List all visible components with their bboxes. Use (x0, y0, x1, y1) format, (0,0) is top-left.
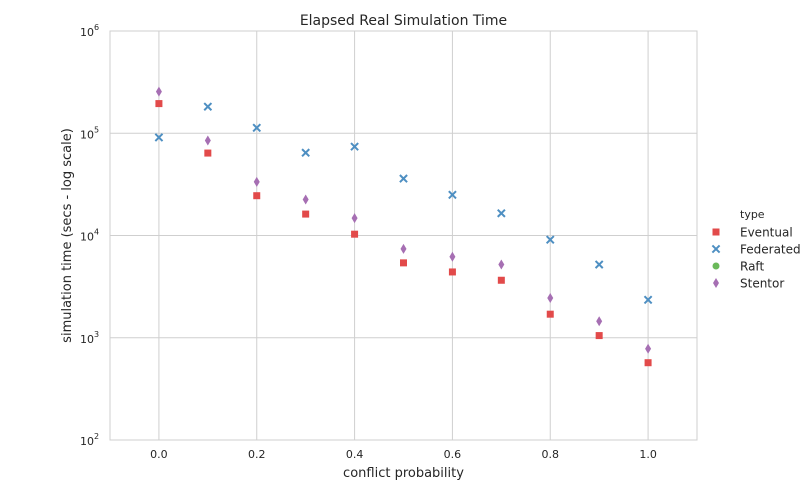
data-point-eventual (302, 210, 310, 218)
legend-label-eventual: Eventual (740, 226, 793, 240)
data-point-federated (399, 174, 408, 183)
data-point-stentor (351, 213, 358, 224)
x-tick-label: 0.4 (346, 448, 364, 461)
legend-marker-stentor (713, 278, 719, 288)
x-tick-label: 1.0 (639, 448, 657, 461)
y-tick-label: 105 (80, 125, 99, 141)
data-point-eventual (351, 230, 359, 238)
data-point-federated (252, 123, 262, 133)
data-point-stentor (449, 251, 456, 262)
data-point-federated (301, 148, 310, 158)
data-point-stentor (253, 176, 260, 187)
y-axis-label: simulation time (secs - log scale) (60, 128, 75, 343)
data-point-federated (448, 190, 457, 200)
x-tick-label: 0.2 (248, 448, 266, 461)
data-point-federated (154, 133, 164, 142)
x-tick-label: 0.6 (444, 448, 462, 461)
y-tick-label: 106 (80, 23, 99, 39)
data-point-eventual (497, 276, 505, 284)
data-point-stentor (547, 292, 554, 303)
legend-marker-federated (711, 244, 721, 254)
data-point-eventual (595, 332, 603, 340)
data-point-stentor (596, 316, 603, 327)
legend-label-federated: Federated (740, 243, 801, 257)
x-tick-label: 0.8 (542, 448, 560, 461)
data-point-stentor (302, 194, 309, 205)
x-tick-labels: 0.0 0.2 0.4 0.6 0.8 1.0 (150, 448, 657, 461)
y-tick-labels: 102 103 104 105 106 (80, 23, 99, 448)
chart-title: Elapsed Real Simulation Time (300, 13, 507, 29)
y-tick-label: 104 (80, 228, 99, 244)
data-point-federated (594, 260, 604, 269)
data-point-stentor (645, 343, 652, 354)
y-tick-label: 103 (80, 330, 99, 346)
legend-marker-raft (712, 262, 720, 270)
x-tick-label: 0.0 (150, 448, 168, 461)
data-point-federated (350, 142, 359, 151)
data-point-stentor (400, 243, 407, 254)
data-point-federated (203, 102, 213, 111)
data-point-eventual (253, 192, 261, 200)
data-point-eventual (448, 268, 456, 276)
legend-label-raft: Raft (740, 260, 764, 274)
data-point-eventual (546, 310, 554, 318)
plot-area (109, 30, 698, 441)
data-point-eventual (644, 359, 652, 367)
legend-title: type (740, 208, 765, 221)
data-point-federated (545, 235, 555, 244)
data-point-stentor (155, 86, 162, 97)
data-point-eventual (155, 100, 163, 108)
data-point-eventual (400, 259, 407, 267)
data-point-stentor (204, 135, 211, 146)
data-point-eventual (204, 149, 212, 157)
grid-lines (110, 30, 697, 441)
data-point-stentor (498, 259, 505, 270)
data-point-federated (643, 295, 653, 305)
legend: type Eventual Federated Raft Stentor (711, 208, 801, 291)
legend-label-stentor: Stentor (740, 277, 784, 291)
data-point-federated (497, 208, 506, 218)
y-tick-label: 102 (80, 432, 99, 448)
x-axis-label: conflict probability (343, 466, 464, 481)
legend-marker-eventual (712, 228, 720, 236)
data-markers (154, 86, 653, 367)
